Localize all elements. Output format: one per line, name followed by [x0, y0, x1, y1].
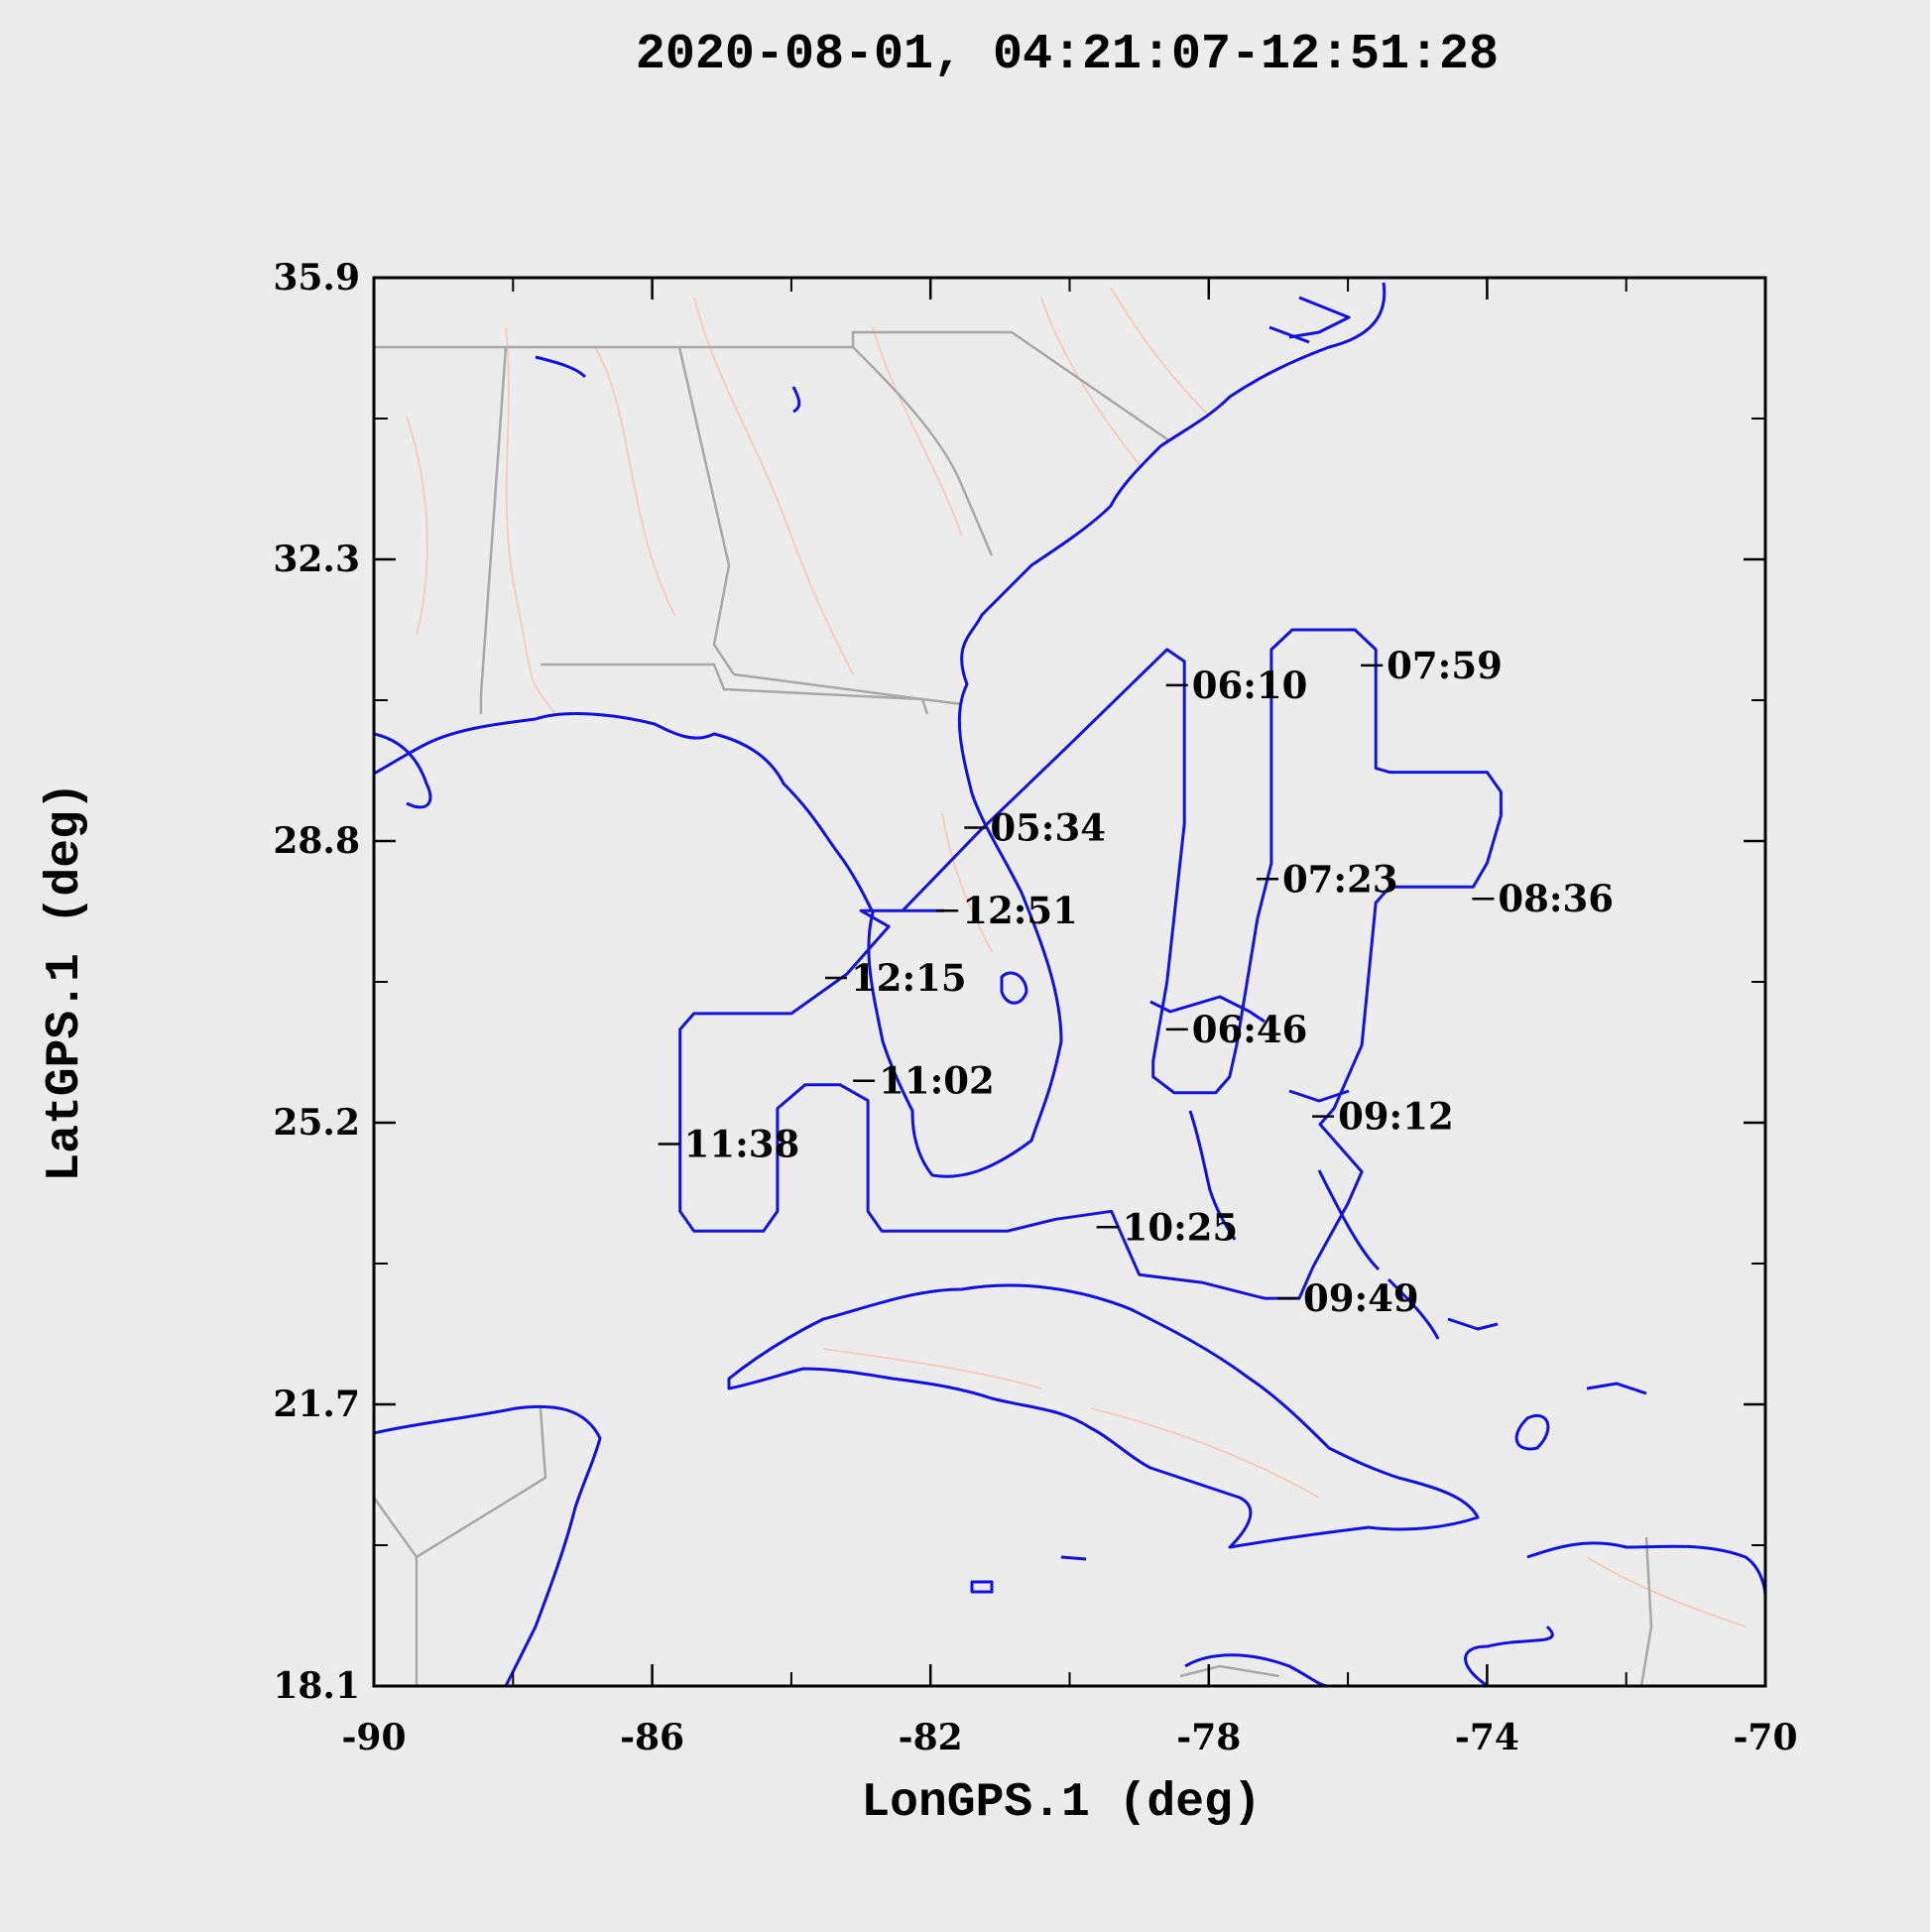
y-axis-title: LatGPS.1 (deg): [39, 782, 92, 1181]
time-label: 08:36: [1498, 877, 1614, 920]
x-tick-label: -78: [1176, 1717, 1241, 1758]
x-tick-label: -82: [899, 1717, 963, 1758]
borders: [374, 330, 1653, 1686]
time-label: 07:59: [1387, 644, 1503, 687]
x-tick-label: -86: [620, 1717, 684, 1758]
axes: -90 -86 -82 -78 -74 -70 35.9 32.3 28.8 25.2 21.7 18…: [273, 257, 1797, 1758]
time-label: 11:02: [879, 1059, 995, 1103]
time-label: 06:10: [1192, 664, 1308, 707]
plot-frame: [372, 276, 1767, 1688]
time-label: 06:46: [1192, 1008, 1308, 1051]
chart-title: 2020-08-01, 04:21:07-12:51:28: [636, 27, 1499, 83]
rivers: [406, 287, 1747, 1628]
time-label: 10:25: [1123, 1205, 1239, 1249]
time-label: 07:23: [1282, 857, 1398, 901]
x-tick-label: -90: [341, 1717, 406, 1758]
flight-track: [678, 628, 1503, 1300]
y-tick-label: 18.1: [273, 1665, 360, 1707]
time-label: 11:38: [684, 1123, 800, 1166]
time-label: 09:49: [1303, 1276, 1419, 1320]
time-label: 12:51: [962, 889, 1078, 932]
x-tick-label: -74: [1455, 1717, 1519, 1758]
time-label: 09:12: [1338, 1095, 1454, 1139]
coastlines: [374, 282, 1765, 1686]
time-label: 05:34: [990, 805, 1106, 849]
y-tick-label: 28.8: [273, 820, 360, 862]
time-labels: 05:34 06:10 06:46 07:23 07:59 08:36 09:12 09:49…: [658, 644, 1614, 1320]
x-tick-label: -70: [1733, 1717, 1797, 1758]
x-axis-title: LonGPS.1 (deg): [861, 1776, 1261, 1830]
basemap: [374, 282, 1765, 1686]
flight-track-line: [678, 628, 1503, 1300]
y-tick-label: 21.7: [273, 1384, 360, 1425]
y-tick-label: 35.9: [273, 257, 360, 299]
time-label: 12:15: [851, 956, 967, 1000]
y-tick-label: 25.2: [273, 1102, 360, 1144]
y-tick-label: 32.3: [273, 539, 360, 580]
